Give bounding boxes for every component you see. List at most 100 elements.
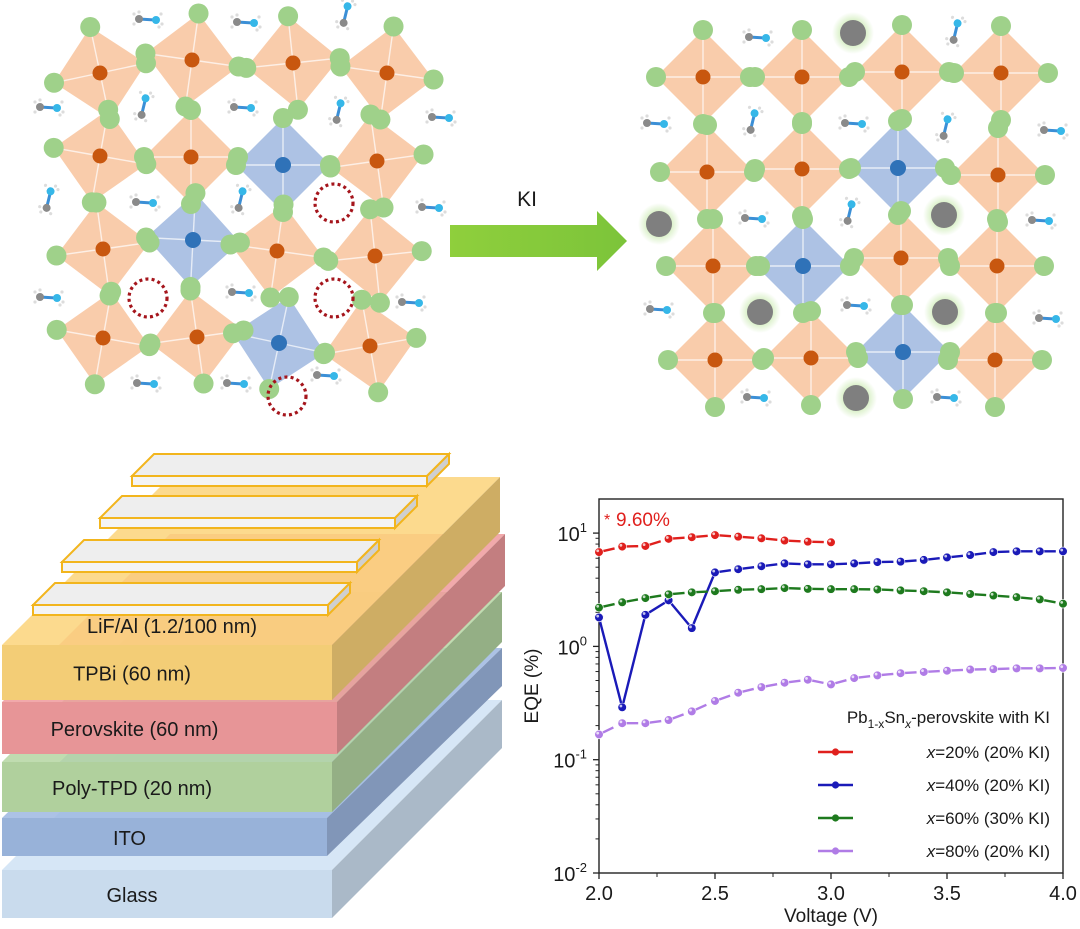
halide-atom xyxy=(46,319,67,340)
series-segment xyxy=(597,617,624,708)
data-point xyxy=(710,530,720,540)
x-axis-title: Voltage (V) xyxy=(784,906,878,927)
organic-cation-icon xyxy=(935,111,957,144)
lattice-after xyxy=(638,12,1069,419)
halide-atom xyxy=(988,118,1008,138)
x-tick-label: 2.5 xyxy=(701,883,729,905)
organic-cation-icon xyxy=(742,28,774,47)
organic-cation-icon xyxy=(640,114,672,133)
layer-label: LiF/Al (1.2/100 nm) xyxy=(87,616,257,638)
pb-atom xyxy=(695,69,711,85)
data-point xyxy=(663,589,674,599)
organic-cation-icon xyxy=(230,13,262,32)
pb-octahedron xyxy=(855,25,949,119)
halide-atom xyxy=(313,344,334,365)
data-point xyxy=(1011,592,1022,602)
pb-atom xyxy=(705,258,721,274)
legend: Pb1-xSnx-perovskite with KI x=20% (20% K… xyxy=(818,708,1050,861)
organic-cation-icon xyxy=(1025,211,1057,230)
halide-atom xyxy=(273,108,293,128)
pb-octahedron xyxy=(145,13,239,107)
data-point xyxy=(1011,546,1022,556)
pb-atom xyxy=(95,330,111,346)
halide-atom xyxy=(44,72,65,93)
vacancy-marker xyxy=(127,277,169,319)
halide-atom xyxy=(185,183,206,204)
organic-cation-icon xyxy=(740,388,772,407)
legend-label: x=40% (20% KI) xyxy=(926,776,1050,795)
data-point xyxy=(687,587,697,597)
organic-cation-icon xyxy=(1032,309,1064,328)
organic-cation-icon xyxy=(742,105,764,138)
pb-octahedron xyxy=(951,128,1045,222)
halide-atom xyxy=(134,147,154,167)
sn-octahedron xyxy=(232,296,326,390)
halide-atom xyxy=(188,3,209,24)
data-point xyxy=(803,559,813,569)
vacancy-marker xyxy=(313,182,355,224)
organic-cation-icon xyxy=(328,95,350,128)
halide-atom xyxy=(841,158,861,178)
halide-atom xyxy=(940,256,960,276)
organic-cation-icon xyxy=(945,15,967,48)
data-point xyxy=(779,583,790,593)
organic-cation-icon xyxy=(220,374,252,393)
organic-cation-icon xyxy=(395,293,427,312)
sn-octahedron xyxy=(146,193,240,287)
data-point xyxy=(942,552,952,563)
pb-octahedron xyxy=(656,30,750,124)
potassium-ion xyxy=(923,194,965,236)
series-2 xyxy=(594,546,1068,712)
pb-octahedron xyxy=(764,311,858,405)
halide-atom xyxy=(330,56,351,77)
layer-label: Poly-TPD (20 nm) xyxy=(52,778,212,800)
pb-octahedron xyxy=(668,313,762,407)
legend-swatch-marker xyxy=(831,781,840,789)
halide-atom xyxy=(360,199,381,220)
halide-atom xyxy=(278,287,299,308)
data-point xyxy=(872,584,883,595)
pb-atom xyxy=(794,161,810,177)
pb-atom xyxy=(183,149,199,165)
data-point xyxy=(872,557,883,567)
organic-cation-icon xyxy=(1037,121,1069,140)
halide-atom xyxy=(693,20,713,40)
halide-atom xyxy=(985,303,1005,323)
halide-atom xyxy=(845,62,865,82)
legend-item: x=20% (20% KI) xyxy=(818,743,1050,762)
halide-atom xyxy=(223,323,244,344)
organic-cation-icon xyxy=(643,300,675,319)
data-point xyxy=(1058,663,1068,673)
legend-label: x=60% (30% KI) xyxy=(926,809,1050,828)
data-point xyxy=(756,682,767,692)
halide-atom xyxy=(320,157,341,178)
halide-atom xyxy=(893,295,913,315)
legend-swatch-marker xyxy=(831,847,840,855)
data-point xyxy=(965,550,975,560)
halide-atom xyxy=(140,333,161,354)
data-point xyxy=(988,664,999,674)
potassium-ion xyxy=(924,291,966,333)
pb-atom xyxy=(189,329,205,345)
pb-octahedron xyxy=(53,109,147,203)
data-point xyxy=(594,612,604,623)
data-point xyxy=(919,586,929,596)
layer-label: ITO xyxy=(113,828,146,850)
data-point xyxy=(663,534,674,544)
data-point xyxy=(826,584,836,594)
organic-cation-icon xyxy=(415,198,447,217)
organic-cation-icon xyxy=(33,288,65,307)
data-point xyxy=(733,688,743,698)
y-axis: 101 100 10-1 10-2 xyxy=(553,520,599,886)
sn-atom xyxy=(795,258,811,274)
halide-atom xyxy=(938,350,958,370)
series-segment xyxy=(621,614,647,708)
potassium-ion xyxy=(832,12,874,54)
organic-cation-icon xyxy=(425,108,457,127)
data-point xyxy=(663,715,674,725)
data-point xyxy=(849,673,859,683)
x-tick-label: 2.0 xyxy=(585,883,613,905)
pb-octahedron xyxy=(954,26,1048,120)
halide-atom xyxy=(893,389,913,409)
pb-atom xyxy=(699,164,715,180)
